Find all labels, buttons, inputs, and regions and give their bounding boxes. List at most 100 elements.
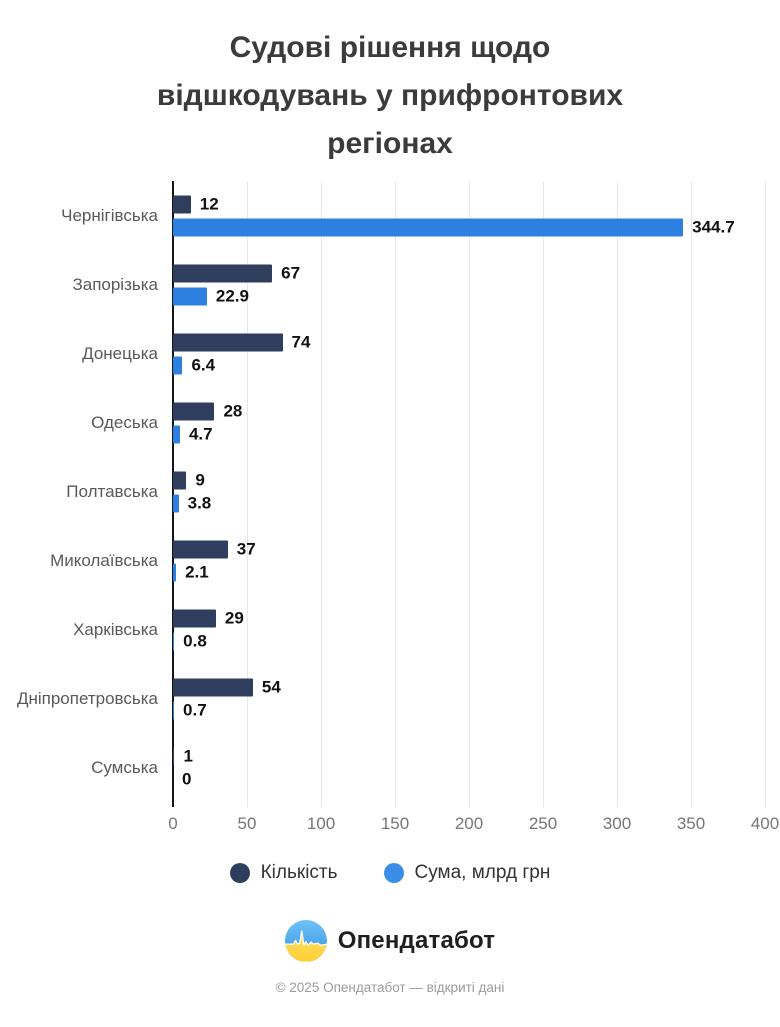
value-label: 67 [281,263,301,282]
category-label: Донецька [82,343,158,363]
value-label: 37 [236,539,256,558]
x-tick-label: 50 [237,814,257,833]
legend-item: Кількість [229,862,338,884]
region-row: Миколаївська 37 2.1 [0,526,780,595]
plot-area: Чернігівська 12 344.7 Запорізька 67 22.9 Донец… [0,181,780,807]
value-label: 344.7 [692,217,735,236]
bar-pair: 54 0.7 [173,678,780,719]
value-label: 12 [199,194,219,213]
region-row: Дніпропетровська 54 0.7 [0,664,780,733]
bar-row: 0.8 [173,632,780,650]
gridline [321,181,322,807]
category-label: Харківська [73,619,158,639]
bar-row: 37 [173,540,780,558]
bar-row: 344.7 [173,218,780,236]
count-bar [173,540,228,558]
value-label: 74 [291,332,311,351]
x-tick-label: 150 [380,814,410,833]
value-label: 4.7 [188,424,213,443]
bar-row: 29 [173,609,780,627]
x-tick-label: 100 [306,814,336,833]
count-bar [173,678,253,696]
sum-bar [173,494,179,512]
region-row: Запорізька 67 22.9 [0,250,780,319]
bar-row: 4.7 [173,425,780,443]
x-tick-label: 250 [528,814,558,833]
value-label: 22.9 [215,286,249,305]
chart-title-line: регіонах [327,127,453,160]
value-label: 28 [223,401,243,420]
count-bar [173,609,216,627]
value-label: 0.7 [183,700,207,719]
legend-item: Сума, млрд грн [383,862,551,884]
bar-pair: 28 4.7 [173,402,780,443]
bar-pair: 9 3.8 [173,471,780,512]
value-label: 9 [195,470,205,489]
category-label: Сумська [91,757,158,777]
category-label: Одеська [91,412,158,432]
value-label: 1 [183,746,193,765]
bar-pair: 12 344.7 [173,195,780,236]
sum-bar [173,701,175,719]
gridline [543,181,544,807]
x-tick-label: 200 [454,814,484,833]
gridline [247,181,248,807]
x-tick-label: 350 [676,814,706,833]
chart-title-line: Судові рішення щодо [229,31,551,64]
bar-row: 1 [173,747,780,765]
x-tick-label: 300 [602,814,632,833]
category-label: Полтавська [66,481,158,501]
gridline [617,181,618,807]
gridline [395,181,396,807]
legend-label: Сума, млрд грн [414,862,551,883]
bar-row: 9 [173,471,780,489]
bar-row: 0 [173,770,780,788]
x-axis: 0 50 100 150 200 250 300 350 400 [168,802,779,836]
bar-row: 6.4 [173,356,780,374]
region-row: Чернігівська 12 344.7 [0,181,780,250]
sum-bar [173,218,684,236]
region-row: Одеська 28 4.7 [0,388,780,457]
brand: Опендатабот [0,920,780,962]
bar-pair: 74 6.4 [173,333,780,374]
count-bar [173,264,273,282]
count-bar [173,402,215,420]
bar-pair: 37 2.1 [173,540,780,581]
sum-bar [173,632,175,650]
opendatabot-logo-icon [284,920,327,962]
region-row: Полтавська 9 3.8 [0,457,780,526]
category-label: Запорізька [72,274,158,294]
bar-chart: Чернігівська 12 344.7 Запорізька 67 22.9 Донец… [0,181,780,836]
count-bar [173,471,187,489]
gridline [691,181,692,807]
category-label: Дніпропетровська [16,688,158,708]
sum-bar [173,563,177,581]
count-bar [173,747,175,765]
legend-swatch-icon [383,863,404,883]
region-row: Донецька 74 6.4 [0,319,780,388]
bar-pair: 29 0.8 [173,609,780,650]
legend-swatch-icon [229,863,250,883]
gridline [765,181,766,807]
bar-pair: 67 22.9 [173,264,780,305]
bar-row: 22.9 [173,287,780,305]
brand-name: Опендатабот [337,927,496,954]
bar-row: 12 [173,195,780,213]
chart-title-line: відшкодувань у прифронтових [156,79,624,112]
value-label: 6.4 [191,355,216,374]
bar-row: 3.8 [173,494,780,512]
bar-row: 2.1 [173,563,780,581]
copyright-text: © 2025 Опендатабот — відкриті дані [275,980,505,995]
sum-bar [173,425,180,443]
value-label: 2.1 [185,562,209,581]
bar-row: 0.7 [173,701,780,719]
sum-bar [173,287,207,305]
value-label: 0.8 [183,631,207,650]
category-label: Миколаївська [50,550,158,570]
bar-row: 54 [173,678,780,696]
count-bar [173,333,283,351]
bar-row: 67 [173,264,780,282]
chart-rows: Чернігівська 12 344.7 Запорізька 67 22.9 Донец… [0,181,780,802]
